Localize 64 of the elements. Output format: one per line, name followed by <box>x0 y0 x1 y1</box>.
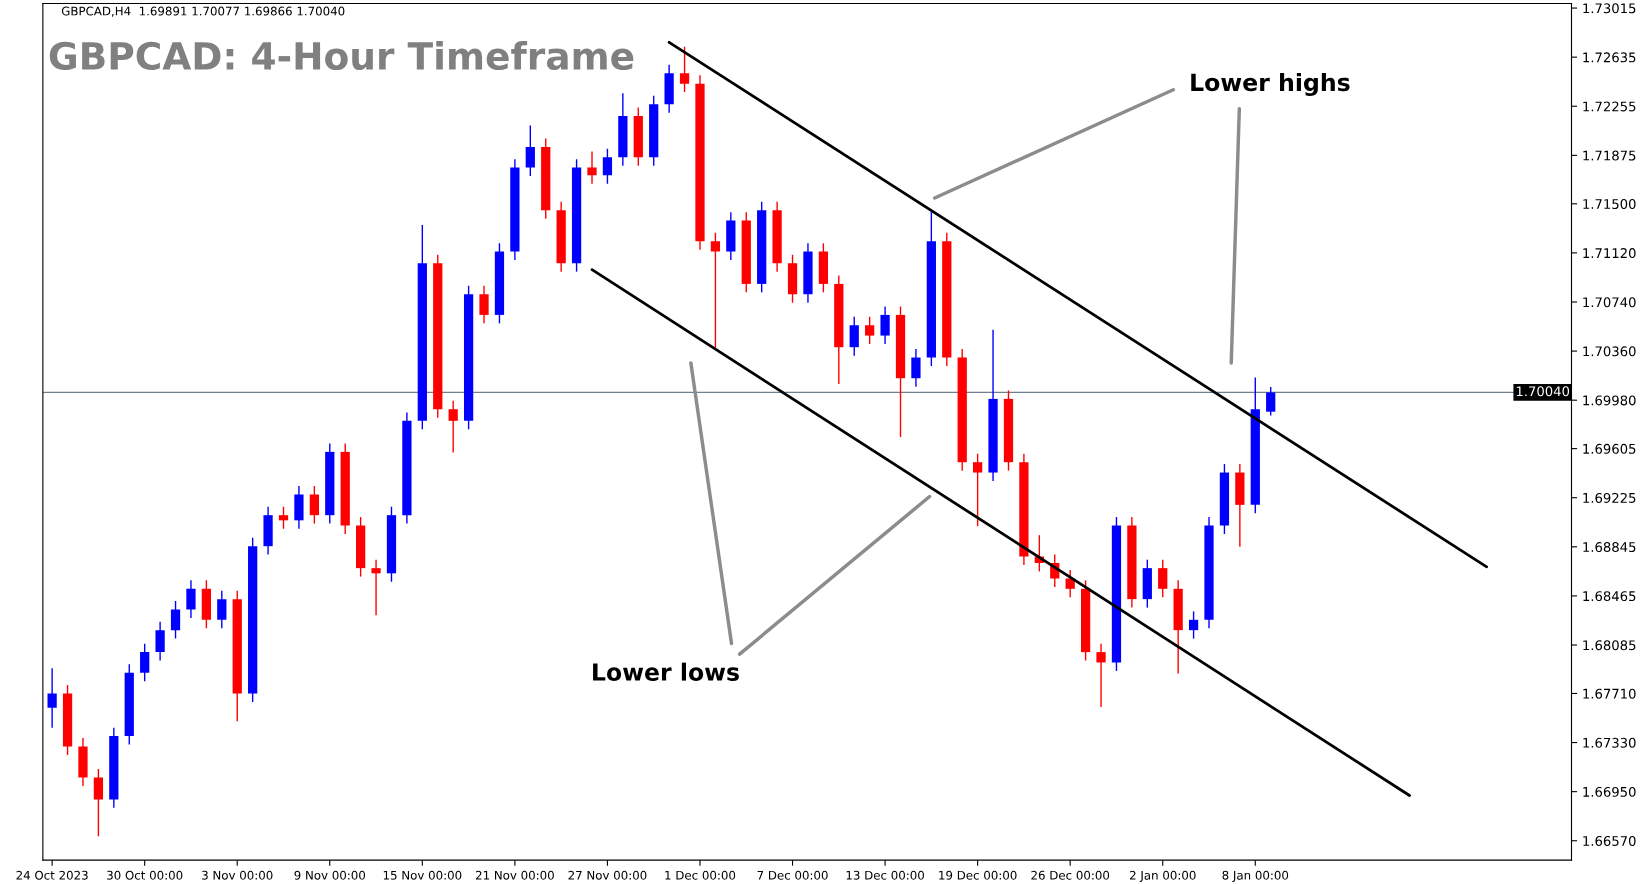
candlestick <box>93 768 104 837</box>
candlestick <box>849 316 859 356</box>
x-tick-label: 9 Nov 00:00 <box>294 870 366 880</box>
annotation: GBPCAD,H4 1.69891 1.70077 1.69866 1.70040 <box>61 6 345 17</box>
y-tick-label: 1.70360 <box>1583 346 1636 357</box>
y-tick-label: 1.69605 <box>1583 443 1636 454</box>
y-tick-label: 1.70740 <box>1583 297 1636 308</box>
x-tick-label: 21 Nov 00:00 <box>475 870 554 880</box>
candlestick <box>602 148 613 184</box>
y-tick-label: 1.72635 <box>1583 52 1636 63</box>
x-tick-label: 1 Dec 00:00 <box>665 870 736 880</box>
annotation: Lower highs <box>1191 72 1350 96</box>
candlestick <box>1065 570 1075 598</box>
candlestick <box>155 621 165 661</box>
x-tick-label: 15 Nov 00:00 <box>383 870 462 880</box>
y-tick-label: 1.71875 <box>1583 150 1636 161</box>
candlestick <box>1188 611 1199 639</box>
y-tick-label: 1.71500 <box>1583 199 1636 209</box>
candlestick <box>217 590 227 629</box>
y-tick-label: 1.69225 <box>1583 492 1636 503</box>
annotation: Lower lows <box>593 662 739 681</box>
x-tick-label: 30 Oct 00:00 <box>107 870 183 880</box>
candlestick <box>525 125 535 177</box>
x-tick-label: 7 Dec 00:00 <box>757 870 828 880</box>
y-tick-label: 1.71120 <box>1583 248 1636 259</box>
y-tick-label: 1.69980 <box>1583 395 1636 406</box>
x-tick-label: 8 Jan 00:00 <box>1222 870 1289 882</box>
x-tick-label: 13 Dec 00:00 <box>846 870 924 880</box>
y-tick-label: 1.68465 <box>1583 591 1636 602</box>
y-tick-label: 1.72255 <box>1583 101 1636 112</box>
y-tick-label: 1.68845 <box>1583 542 1636 553</box>
candlestick <box>47 668 57 728</box>
x-tick-label: 26 Dec 00:00 <box>1031 870 1110 880</box>
candlestick <box>186 580 196 618</box>
y-tick-label: 1.66570 <box>1583 835 1636 846</box>
candlestick <box>973 453 983 527</box>
candlestick <box>371 559 381 616</box>
y-tick-label: 1.73015 <box>1583 3 1636 14</box>
x-tick-label: 2 Jan 00:00 <box>1129 870 1196 882</box>
y-tick-label: 1.68085 <box>1583 640 1636 651</box>
x-tick-label: 27 Nov 00:00 <box>568 870 647 880</box>
candlestick <box>587 151 597 184</box>
candlestick <box>278 506 289 529</box>
candlestick <box>1096 643 1106 708</box>
y-tick-label: 1.66950 <box>1583 786 1636 797</box>
candlestick <box>710 232 721 348</box>
x-tick-label: 3 Nov 00:00 <box>202 870 273 880</box>
candlestick <box>1158 559 1168 598</box>
candlestick <box>309 486 319 524</box>
candlestick <box>140 643 150 682</box>
x-tick-label: 19 Dec 00:00 <box>939 870 1017 880</box>
y-tick-label: 1.67330 <box>1583 737 1636 748</box>
candlestick <box>1266 386 1276 416</box>
candlestick <box>880 306 890 345</box>
candlestick <box>911 349 921 387</box>
candlestick <box>479 285 489 324</box>
y-tick-label: 1.67710 <box>1583 688 1636 699</box>
x-tick-label: 24 Oct 2023 <box>16 870 88 880</box>
candlestick <box>865 316 875 345</box>
candlestick <box>448 400 458 453</box>
text: GBPCAD: 4-Hour Timeframe <box>49 41 634 71</box>
candlestick <box>679 46 690 93</box>
ref-line-label: 1.70040 <box>1516 386 1570 397</box>
candlestick <box>170 601 181 639</box>
